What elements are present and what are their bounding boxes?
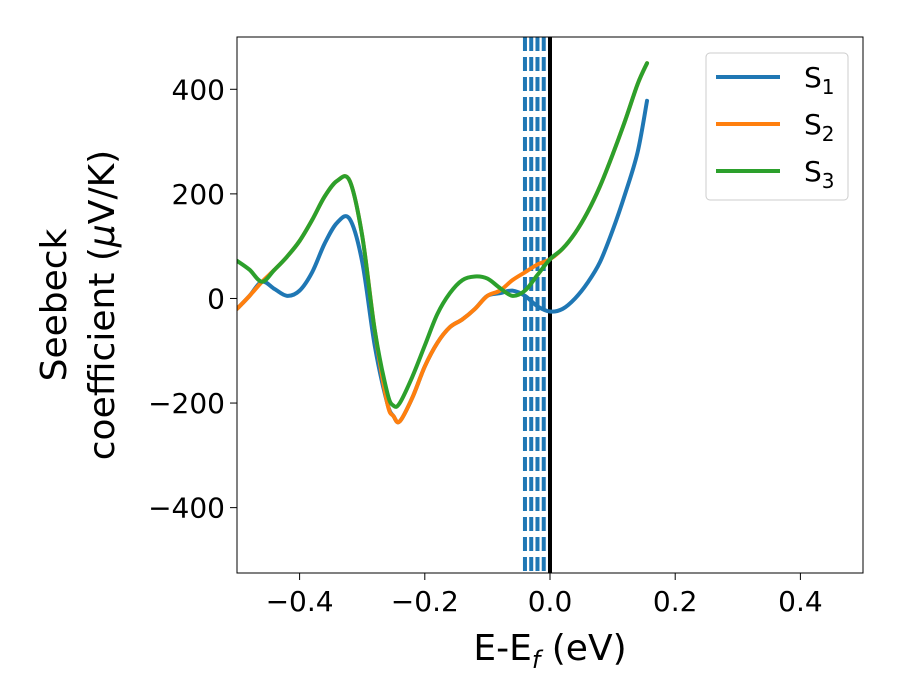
legend-label-s2: S2 bbox=[804, 108, 835, 146]
y-axis-title-line1: Seebeck bbox=[34, 228, 75, 381]
legend-label-s1: S1 bbox=[804, 61, 835, 99]
plot-lines-group bbox=[237, 37, 650, 573]
y-tick-label: −400 bbox=[148, 492, 225, 525]
y-tick-label: 0 bbox=[207, 282, 225, 315]
x-tick-label: −0.4 bbox=[266, 585, 334, 618]
x-axis-title: E-Ef (eV) bbox=[473, 628, 626, 674]
y-tick-label: 200 bbox=[172, 178, 225, 211]
series-line-s3 bbox=[237, 61, 650, 409]
x-tick-label: −0.2 bbox=[391, 585, 459, 618]
x-tick-label: 0.2 bbox=[653, 585, 698, 618]
x-tick-label: 0.0 bbox=[528, 585, 573, 618]
y-axis-title-line2: coefficient (μV/K) bbox=[82, 150, 123, 460]
ticks-group: −0.4 −0.2 0.0 0.2 0.4 400 200 0 −200 −400 bbox=[148, 73, 823, 618]
x-tick-label: 0.4 bbox=[778, 585, 823, 618]
legend-label-s3: S3 bbox=[804, 155, 835, 193]
legend-box bbox=[705, 52, 849, 201]
y-tick-label: 400 bbox=[172, 73, 225, 106]
legend: S1 S2 S3 bbox=[705, 52, 849, 201]
y-tick-label: −200 bbox=[148, 387, 225, 420]
